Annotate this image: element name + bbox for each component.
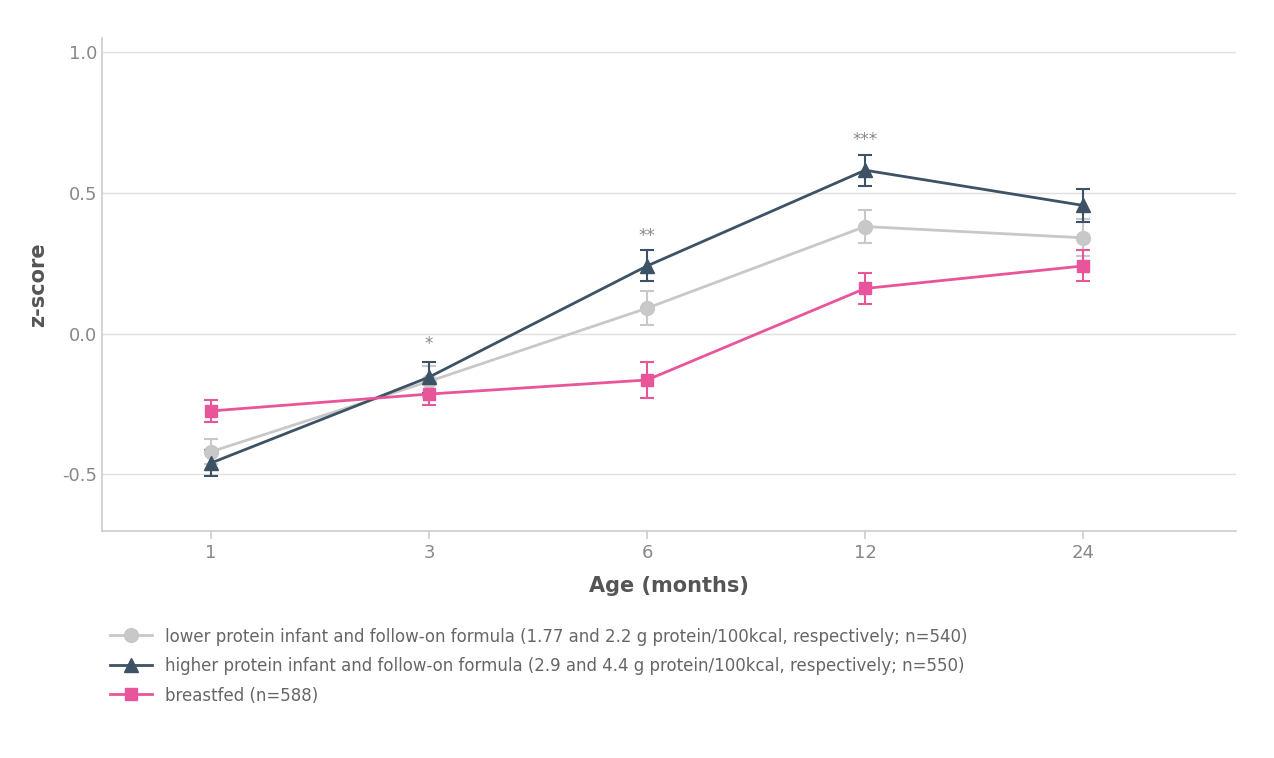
Text: ***: ***	[852, 131, 878, 149]
Legend: lower protein infant and follow-on formula (1.77 and 2.2 g protein/100kcal, resp: lower protein infant and follow-on formu…	[111, 628, 968, 705]
Text: **: **	[638, 227, 655, 245]
Y-axis label: z-score: z-score	[28, 242, 48, 327]
Text: *: *	[424, 335, 433, 353]
X-axis label: Age (months): Age (months)	[589, 575, 749, 596]
